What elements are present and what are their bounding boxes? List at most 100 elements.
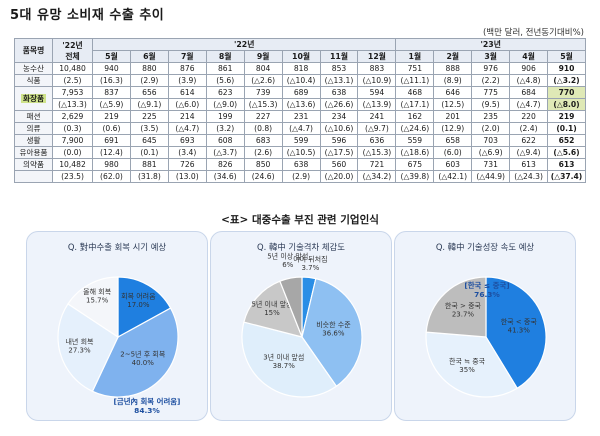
value-cell: 804 bbox=[243, 62, 283, 75]
value-cell: 2,629 bbox=[52, 110, 93, 123]
percent-cell: (△20.0) bbox=[319, 170, 359, 183]
percent-cell: (2.0) bbox=[471, 122, 511, 135]
value-cell: 888 bbox=[433, 62, 473, 75]
header-month: 1월 bbox=[395, 50, 435, 63]
value-cell: 227 bbox=[243, 110, 283, 123]
percent-cell: (△10.6) bbox=[319, 122, 359, 135]
percent-cell: (△39.8) bbox=[395, 170, 435, 183]
percent-cell: (△5.9) bbox=[92, 98, 131, 111]
value-cell: 219 bbox=[547, 110, 586, 123]
percent-cell: (2.9) bbox=[129, 74, 169, 87]
value-cell: 826 bbox=[205, 158, 245, 171]
row-category bbox=[14, 170, 53, 183]
value-cell: 241 bbox=[357, 110, 397, 123]
row-category: 식품 bbox=[14, 74, 53, 87]
table-row: 패션 2,629 219 225 214 199 227 231 234 241 162 201 235… bbox=[14, 110, 586, 123]
pie-slice bbox=[425, 276, 487, 338]
table-row: 농수산 10,480 940 880 876 861 804 818 853 883 751 888 9… bbox=[14, 62, 586, 75]
percent-cell: (△15.3) bbox=[357, 146, 397, 159]
percent-cell: (△37.4) bbox=[547, 170, 586, 183]
slice-label: 2~5년 후 회복 40.0% bbox=[120, 349, 166, 367]
percent-cell: (△13.9) bbox=[357, 98, 397, 111]
value-cell: 940 bbox=[92, 62, 131, 75]
value-cell: 980 bbox=[92, 158, 131, 171]
panel-tech-gap: Q. 韓中 기술격차 체감도 이미 뒤처짐 3.7% 비슷한 수준 36.6% 3년 이… bbox=[210, 231, 392, 421]
percent-cell: (△24.3) bbox=[509, 170, 549, 183]
header-year-22: '22년 bbox=[91, 38, 397, 51]
percent-cell: (8.9) bbox=[433, 74, 473, 87]
percent-cell: (0.1) bbox=[547, 122, 586, 135]
value-cell: 910 bbox=[547, 62, 586, 75]
value-cell: 225 bbox=[129, 110, 169, 123]
header-month: 11월 bbox=[319, 50, 359, 63]
value-cell: 883 bbox=[357, 62, 397, 75]
pie-tech-gap: 이미 뒤처짐 3.7% 비슷한 수준 36.6% 3년 이내 앞섬 38.7% 5년 이내 … bbox=[241, 251, 363, 398]
percent-cell: (△26.6) bbox=[319, 98, 359, 111]
percent-cell: (△13.1) bbox=[319, 74, 359, 87]
table-row: (△13.3) (△5.9) (△9.1) (△6.0) (△9.0) (△15.3) (△… bbox=[15, 98, 586, 111]
value-cell: 162 bbox=[395, 110, 435, 123]
value-cell: 684 bbox=[509, 86, 549, 99]
percent-cell: (△6.9) bbox=[471, 146, 511, 159]
percent-cell: (5.6) bbox=[205, 74, 245, 87]
pie-slice bbox=[485, 276, 547, 390]
header-month: 8월 bbox=[205, 50, 245, 63]
slice-label: 한국 < 중국 41.3% bbox=[501, 318, 538, 335]
percent-cell: (3.2) bbox=[205, 122, 245, 135]
value-cell: 876 bbox=[167, 62, 207, 75]
row-category: 의류 bbox=[14, 122, 53, 135]
percent-cell: (△9.7) bbox=[357, 122, 397, 135]
percent-cell: (△13.6) bbox=[281, 98, 321, 111]
value-cell: 201 bbox=[433, 110, 473, 123]
header-total: '22년 전체 bbox=[52, 38, 93, 63]
header-month: 4월 bbox=[509, 50, 549, 63]
value-cell: 775 bbox=[471, 86, 511, 99]
pie-slice bbox=[67, 276, 119, 339]
chart-caption: <표> 대중수출 부진 관련 기업인식 bbox=[221, 214, 379, 226]
value-cell: 199 bbox=[205, 110, 245, 123]
value-cell: 837 bbox=[92, 86, 131, 99]
header-month: 7월 bbox=[167, 50, 207, 63]
value-cell: 560 bbox=[319, 158, 359, 171]
pie-slice bbox=[91, 307, 179, 398]
value-cell: 594 bbox=[357, 86, 397, 99]
pie-slice bbox=[57, 303, 119, 393]
value-cell: 638 bbox=[319, 86, 359, 99]
value-cell: 683 bbox=[243, 134, 283, 147]
value-cell: 703 bbox=[471, 134, 511, 147]
percent-cell: (24.6) bbox=[243, 170, 283, 183]
header-year-23: '23년 bbox=[395, 38, 586, 51]
chart-title-tech-growth: Q. 韓中 기술성장 속도 예상 bbox=[435, 242, 535, 252]
percent-cell: (△5.6) bbox=[547, 146, 586, 159]
value-cell: 751 bbox=[395, 62, 435, 75]
percent-cell: (△42.1) bbox=[433, 170, 473, 183]
value-cell: 976 bbox=[471, 62, 511, 75]
header-month: 6월 bbox=[129, 50, 169, 63]
table-row: (23.5) (62.0) (31.8) (13.0) (34.6) (24.6) (2.9… bbox=[14, 170, 586, 183]
value-cell: 880 bbox=[129, 62, 169, 75]
percent-cell: (△3.2) bbox=[547, 74, 586, 87]
value-cell: 881 bbox=[129, 158, 169, 171]
value-cell: 861 bbox=[205, 62, 245, 75]
percent-cell: (0.0) bbox=[52, 146, 93, 159]
slice-label: 비슷한 수준 36.6% bbox=[316, 320, 351, 338]
percent-cell: (12.5) bbox=[433, 98, 473, 111]
percent-cell: (16.3) bbox=[92, 74, 131, 87]
value-cell: 214 bbox=[167, 110, 207, 123]
slice-label: 5년 이내 앞섬 15% bbox=[251, 300, 292, 318]
value-cell: 726 bbox=[167, 158, 207, 171]
slice-label: 한국 ≒ 중국 35% bbox=[449, 358, 486, 375]
percent-cell: (6.0) bbox=[433, 146, 473, 159]
value-cell: 603 bbox=[433, 158, 473, 171]
percent-cell: (△4.8) bbox=[509, 74, 549, 87]
pie-slice bbox=[117, 276, 172, 339]
chart-title-recovery: Q. 對中수출 회복 시기 예상 bbox=[67, 242, 167, 252]
percent-cell: (62.0) bbox=[92, 170, 131, 183]
value-cell: 10,480 bbox=[52, 62, 93, 75]
percent-cell: (12.4) bbox=[92, 146, 131, 159]
chart-title-tech-gap: Q. 韓中 기술격차 체감도 bbox=[257, 242, 345, 252]
value-cell: 220 bbox=[509, 110, 549, 123]
percent-cell: (△18.6) bbox=[395, 146, 435, 159]
value-cell: 731 bbox=[471, 158, 511, 171]
header-month: 10월 bbox=[281, 50, 321, 63]
